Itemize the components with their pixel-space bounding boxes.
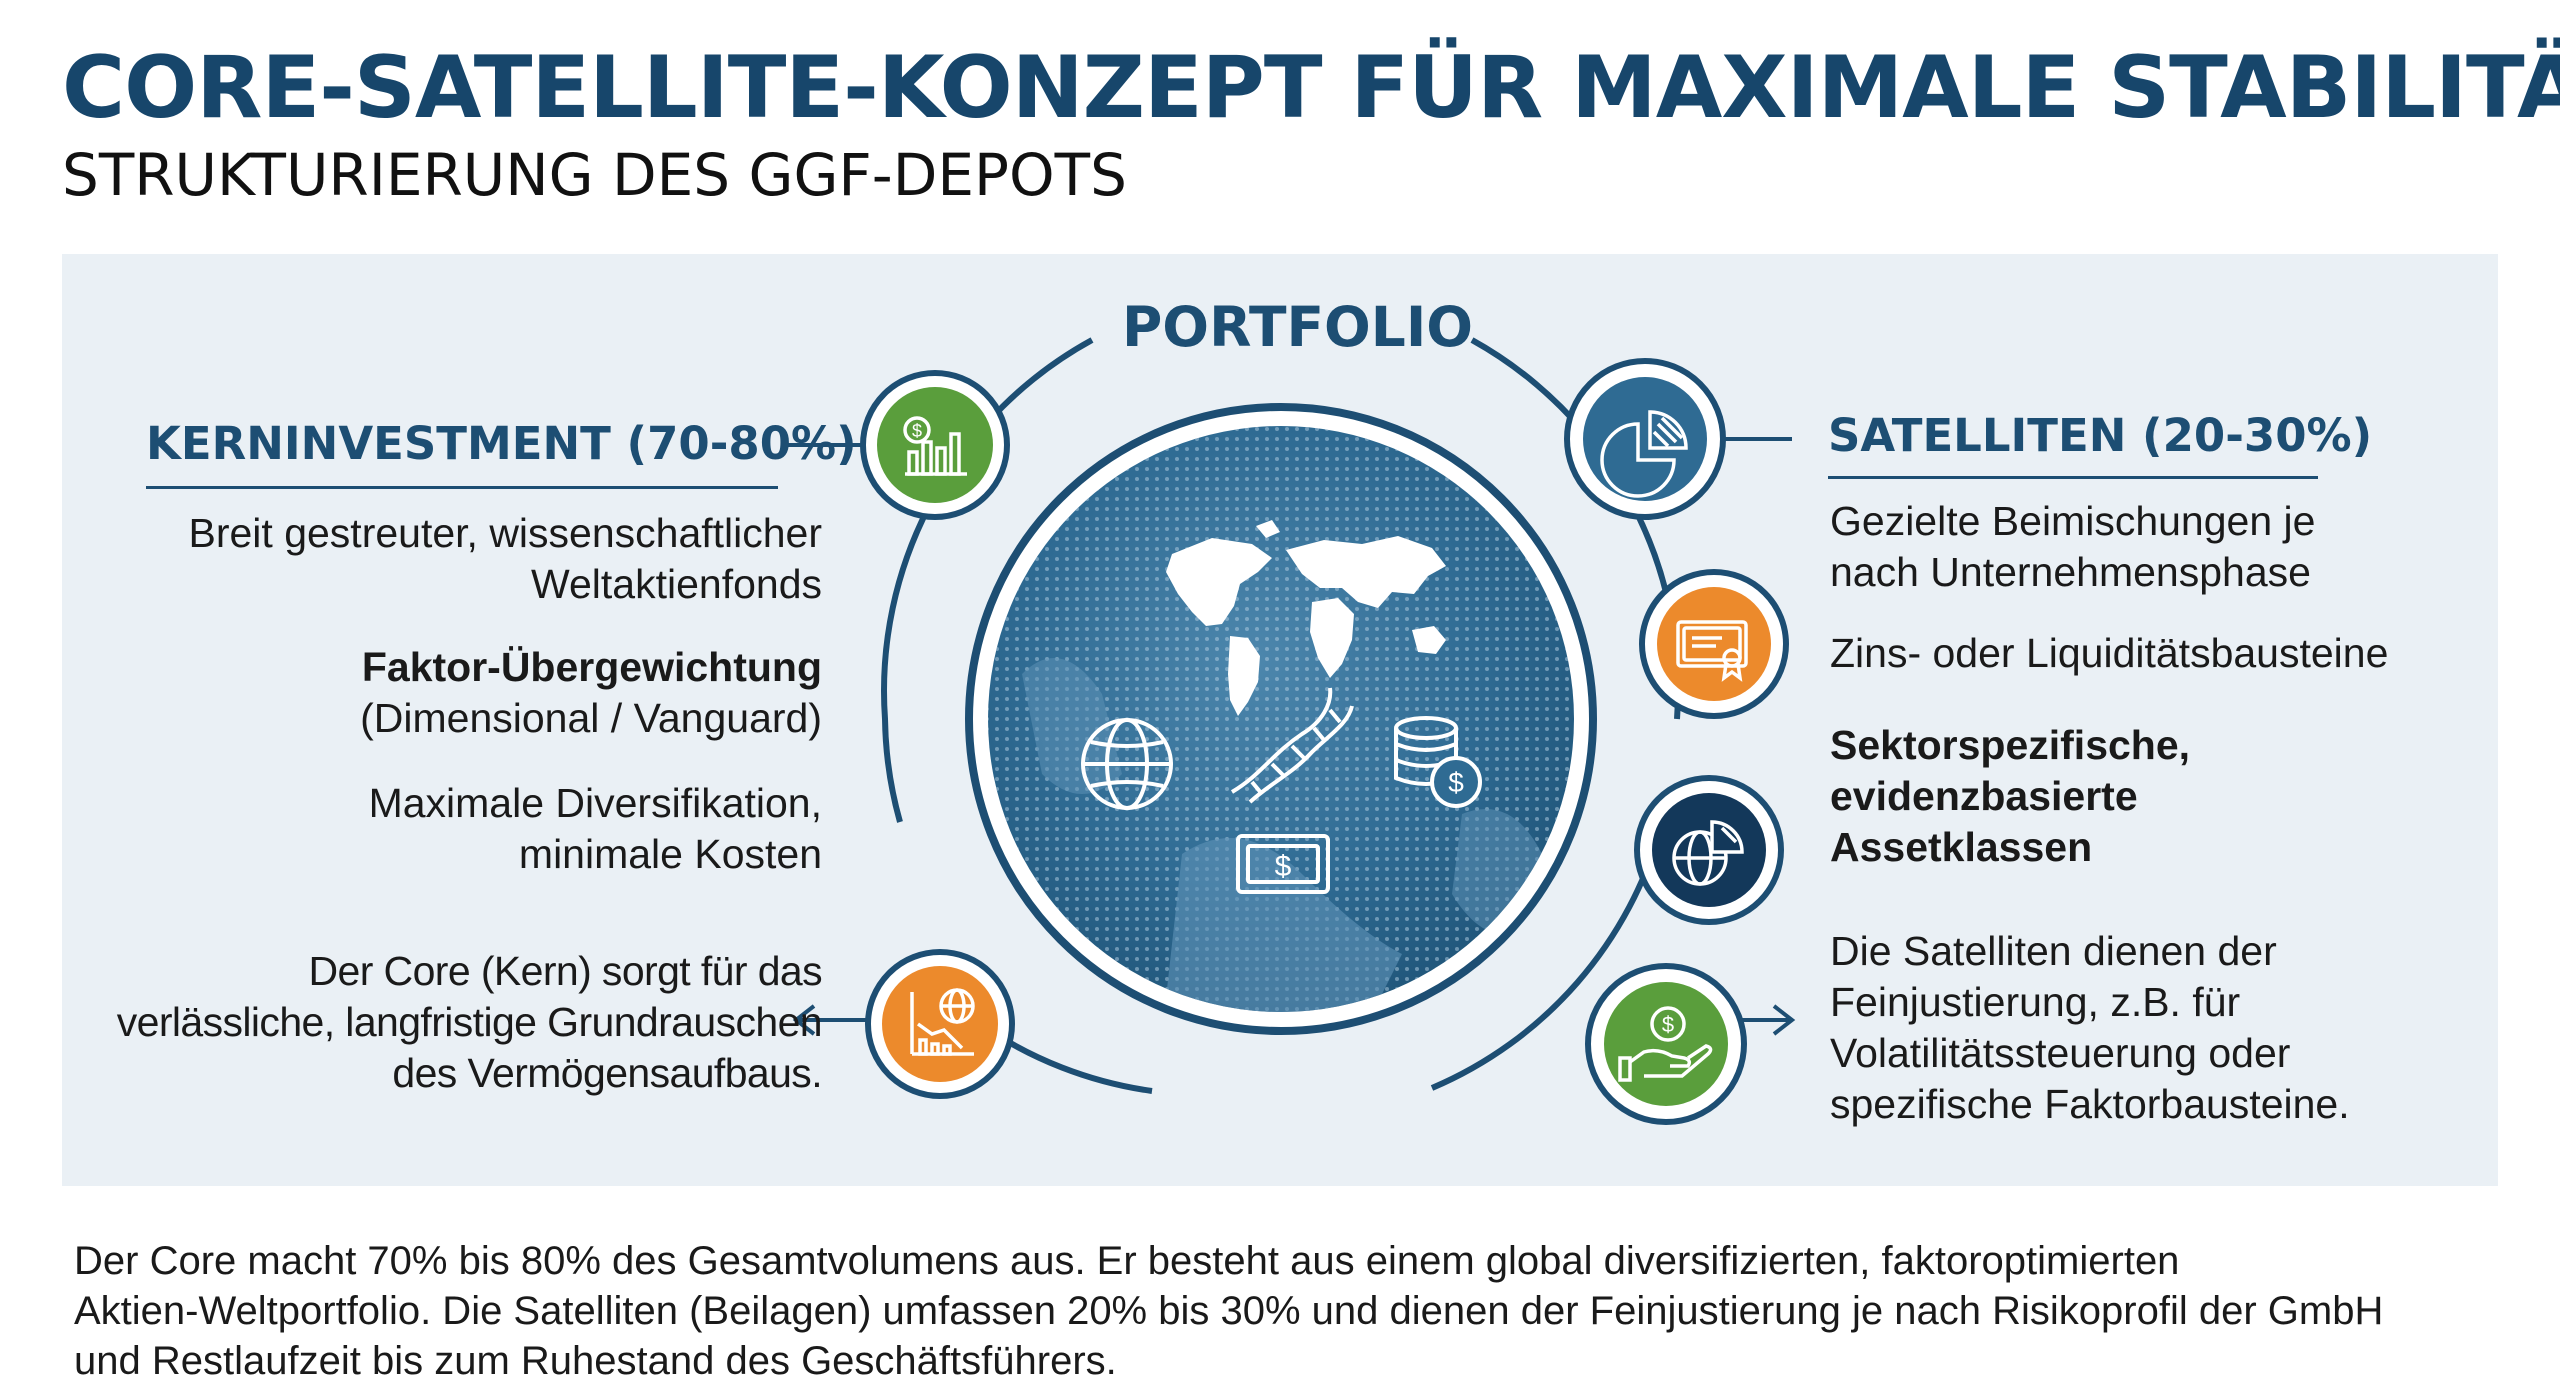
page-subtitle: STRUKTURIERUNG DES GGF-DEPOTS xyxy=(62,141,1127,209)
dollar-bar-chart-icon: $ xyxy=(860,370,1010,520)
core-item-3-line-2: minimale Kosten xyxy=(518,831,822,877)
satellite-item-3-line-2: evidenzbasierte xyxy=(1830,773,2138,819)
certificate-icon xyxy=(1639,569,1789,719)
diagram-panel: $ $ xyxy=(62,254,2498,1186)
satellite-item-1-line-2: nach Unternehmensphase xyxy=(1830,549,2311,595)
svg-text:$: $ xyxy=(1275,850,1292,883)
hand-dollar-icon: $ xyxy=(1585,963,1747,1125)
satellite-item-4-line-2: Feinjustierung, z.B. für xyxy=(1830,979,2241,1025)
satellite-item-4: Die Satelliten dienen der Feinjustierung… xyxy=(1830,926,2350,1130)
satellite-item-2-line-1: Zins- oder Liquiditätsbausteine xyxy=(1830,630,2389,676)
core-item-4-line-2: verlässliche, langfristige Grundrauschen xyxy=(116,999,823,1045)
core-item-2-bold: Faktor-Übergewichtung xyxy=(361,644,822,690)
connector-lines xyxy=(784,437,1792,447)
pie-chart-icon xyxy=(1564,358,1726,520)
core-item-3: Maximale Diversifikation, minimale Koste… xyxy=(369,778,822,880)
core-item-1: Breit gestreuter, wissenschaftlicher Wel… xyxy=(189,508,823,610)
globe-pie-icon xyxy=(1634,775,1784,925)
svg-text:$: $ xyxy=(912,421,922,441)
core-item-3-line-1: Maximale Diversifikation, xyxy=(368,780,822,826)
satellites-heading-underline xyxy=(1828,476,2318,479)
left-arrow-icon xyxy=(792,1004,874,1036)
satellite-item-4-line-4: spezifische Faktorbausteine. xyxy=(1830,1081,2350,1127)
banknote-icon: $ xyxy=(1236,834,1330,894)
core-item-2: Faktor-Übergewichtung (Dimensional / Van… xyxy=(360,642,822,744)
satellite-item-3-line-3: Assetklassen xyxy=(1830,824,2093,870)
svg-text:$: $ xyxy=(1662,1012,1674,1037)
satellite-item-3-line-1: Sektorspezifische, xyxy=(1830,722,2191,768)
core-item-2-line: (Dimensional / Vanguard) xyxy=(360,695,822,741)
satellite-item-2: Zins- oder Liquiditätsbausteine xyxy=(1830,628,2388,679)
world-globe xyxy=(965,403,1597,1035)
satellite-item-1-line-1: Gezielte Beimischungen je xyxy=(1830,498,2316,544)
footer-line-1: Der Core macht 70% bis 80% des Gesamtvol… xyxy=(74,1239,2180,1283)
core-item-1-line-2: Weltaktienfonds xyxy=(531,561,822,607)
page-title: CORE-SATELLITE-KONZEPT FÜR MAXIMALE STAB… xyxy=(62,38,2560,138)
footer-description: Der Core macht 70% bis 80% des Gesamtvol… xyxy=(74,1236,2383,1386)
portfolio-diagram: $ $ xyxy=(784,337,1796,1125)
coin-stack-icon: $ xyxy=(1394,716,1482,808)
core-item-4: Der Core (Kern) sorgt für das verlässlic… xyxy=(116,946,823,1099)
world-map-icon xyxy=(1166,520,1446,716)
satellites-heading: SATELLITEN (20-30%) xyxy=(1828,409,2373,462)
dna-icon xyxy=(1230,687,1354,804)
footer-line-2: Aktien-Weltportfolio. Die Satelliten (Be… xyxy=(74,1289,2384,1333)
core-item-4-line-3: des Vermögensaufbaus. xyxy=(392,1050,822,1096)
satellite-item-4-line-3: Volatilitätssteuerung oder xyxy=(1830,1030,2291,1076)
footer-line-3: und Restlaufzeit bis zum Ruhestand des G… xyxy=(74,1339,1117,1383)
svg-text:$: $ xyxy=(1448,767,1464,798)
globe-icon xyxy=(1081,718,1173,810)
portfolio-label: PORTFOLIO xyxy=(1122,295,1474,359)
satellite-item-3: Sektorspezifische, evidenzbasierte Asset… xyxy=(1830,720,2190,873)
core-heading: KERNINVESTMENT (70-80%) xyxy=(146,417,857,470)
satellite-item-1: Gezielte Beimischungen je nach Unternehm… xyxy=(1830,496,2315,598)
satellite-item-4-line-1: Die Satelliten dienen der xyxy=(1830,928,2277,974)
core-item-1-line-1: Breit gestreuter, wissenschaftlicher xyxy=(188,510,823,556)
globe-declining-chart-icon xyxy=(865,949,1015,1099)
core-heading-underline xyxy=(146,486,778,489)
core-item-4-line-1: Der Core (Kern) sorgt für das xyxy=(308,948,823,994)
